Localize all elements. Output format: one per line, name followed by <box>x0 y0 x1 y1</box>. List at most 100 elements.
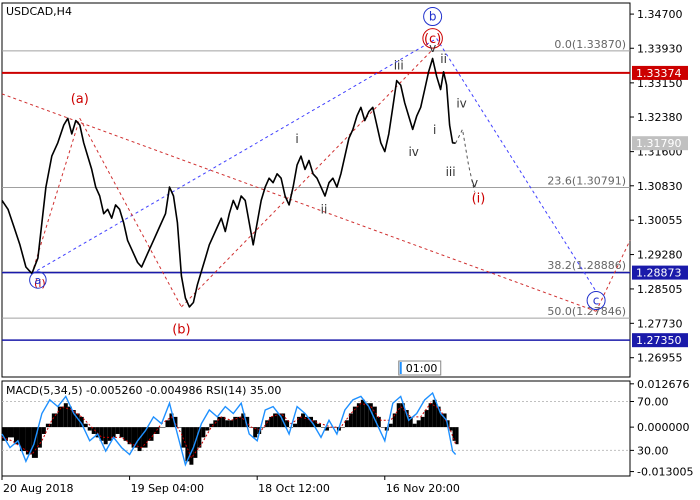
histogram-bar <box>225 420 230 428</box>
rsi-line <box>1 391 457 467</box>
histogram-bar <box>412 423 417 428</box>
y-tick-label: 1.28505 <box>637 283 683 296</box>
y-tick-label: 1.26955 <box>637 352 683 365</box>
x-tick-label: 16 Nov 20:00 <box>386 482 460 495</box>
histogram-bar <box>297 416 302 428</box>
histogram-bar <box>217 416 222 428</box>
histogram-bar <box>75 413 80 428</box>
wave-label-circle <box>29 271 47 289</box>
histogram-bar <box>293 423 298 428</box>
histogram-bar <box>440 413 444 428</box>
histogram-bar <box>111 427 116 438</box>
histogram-bar <box>285 420 290 428</box>
histogram-bar <box>153 427 160 434</box>
histogram-bar <box>344 420 349 428</box>
y-tick-label: 1.33930 <box>637 42 683 55</box>
y-tick-label: 1.34700 <box>637 8 683 21</box>
wave-label-circle <box>423 7 443 27</box>
histogram-bar <box>233 416 238 428</box>
wave-label: b <box>429 10 437 24</box>
histogram-bar <box>277 413 282 428</box>
wave-label: iii <box>446 165 456 179</box>
histogram-bar <box>25 427 32 455</box>
y-tick-label: 1.30055 <box>637 214 683 227</box>
indicator-y-tick-label: 30.00 <box>637 444 669 457</box>
histogram-bar <box>115 427 120 434</box>
histogram-bar <box>368 403 373 428</box>
histogram-bar <box>177 427 182 428</box>
trendlines-layer <box>1 38 631 312</box>
y-tick-label: 1.29280 <box>637 249 683 262</box>
histogram-bar <box>301 413 306 428</box>
main-panel <box>1 2 631 378</box>
wave-label: v <box>429 41 436 55</box>
y-axis-layer: 1.347001.339301.331501.323801.316001.308… <box>630 8 688 365</box>
histogram-bar <box>424 410 429 428</box>
trendline <box>31 38 437 275</box>
histogram-bar <box>380 427 385 428</box>
price-tag-label: 1.28873 <box>636 267 682 280</box>
histogram-bar <box>209 423 214 428</box>
price-tag-label: 1.33374 <box>636 67 682 80</box>
indicator-y-tick-label: -0.013005 <box>637 466 693 479</box>
histogram-bar <box>95 427 100 438</box>
histogram-bar <box>83 423 88 428</box>
histogram-bar <box>237 416 242 428</box>
histogram-bar <box>388 423 393 428</box>
x-tick-label: 19 Sep 04:00 <box>131 482 204 495</box>
symbol-title: USDCAD,H4 <box>6 5 72 18</box>
fib-level-label: 23.6(1.30791) <box>547 175 626 188</box>
wave-label: iv <box>456 96 466 110</box>
histogram-bar <box>79 416 84 428</box>
histogram-bar <box>420 416 425 428</box>
trendline <box>595 240 631 312</box>
histogram-bar <box>360 399 365 428</box>
price-tag-label: 1.27350 <box>636 334 682 347</box>
histogram-bar <box>103 427 108 445</box>
y-tick-label: 1.30830 <box>637 180 683 193</box>
histogram-bar <box>356 403 361 428</box>
indicator-layer: 0.012676 70.00 0.000000 30.00 -0.013005 <box>1 378 693 479</box>
histogram-bar <box>428 403 433 428</box>
histogram-bar <box>229 420 234 428</box>
current-time-label: 01:00 <box>406 362 438 375</box>
histogram-bar <box>107 427 112 441</box>
histogram-bar <box>181 427 186 448</box>
histogram-bar <box>99 427 104 441</box>
histogram-bar <box>376 416 381 428</box>
indicator-y-tick-label: 0.012676 <box>637 378 690 391</box>
wave-label: iv <box>408 145 418 159</box>
current-time-box <box>398 360 442 376</box>
histogram-bar <box>37 427 42 448</box>
wave-label: (i) <box>472 192 486 207</box>
histogram-bar <box>265 420 270 428</box>
histogram-bar <box>221 416 226 428</box>
y-tick-label: 1.32380 <box>637 111 683 124</box>
wave-label: v <box>471 176 478 190</box>
histogram-bar <box>141 427 148 448</box>
histogram-bar <box>452 427 456 441</box>
histogram-bar <box>269 416 274 428</box>
x-tick-label: 20 Aug 2018 <box>3 482 73 495</box>
histogram-bar <box>19 427 26 452</box>
fib-level-label: 38.2(1.28886) <box>547 259 626 272</box>
histogram-bar <box>67 406 72 428</box>
histogram-bar <box>87 427 92 431</box>
x-tick-label: 18 Oct 12:00 <box>258 482 330 495</box>
histogram-bar <box>364 403 369 428</box>
histogram-bar <box>7 427 14 438</box>
histogram-bar <box>416 420 421 428</box>
histogram-bar <box>316 423 321 428</box>
histogram-bar <box>189 427 194 465</box>
histogram-bar <box>241 413 246 428</box>
y-tick-label: 1.27730 <box>637 317 683 330</box>
wave-label-circle <box>422 28 443 49</box>
histogram-bar <box>273 413 278 428</box>
histogram-bar <box>455 427 459 445</box>
wave-label: (c) <box>424 32 441 47</box>
histogram-bar <box>340 427 345 428</box>
wave-label: ii <box>321 203 328 217</box>
histogram-bar <box>404 410 409 428</box>
wave-label: c <box>593 294 600 308</box>
